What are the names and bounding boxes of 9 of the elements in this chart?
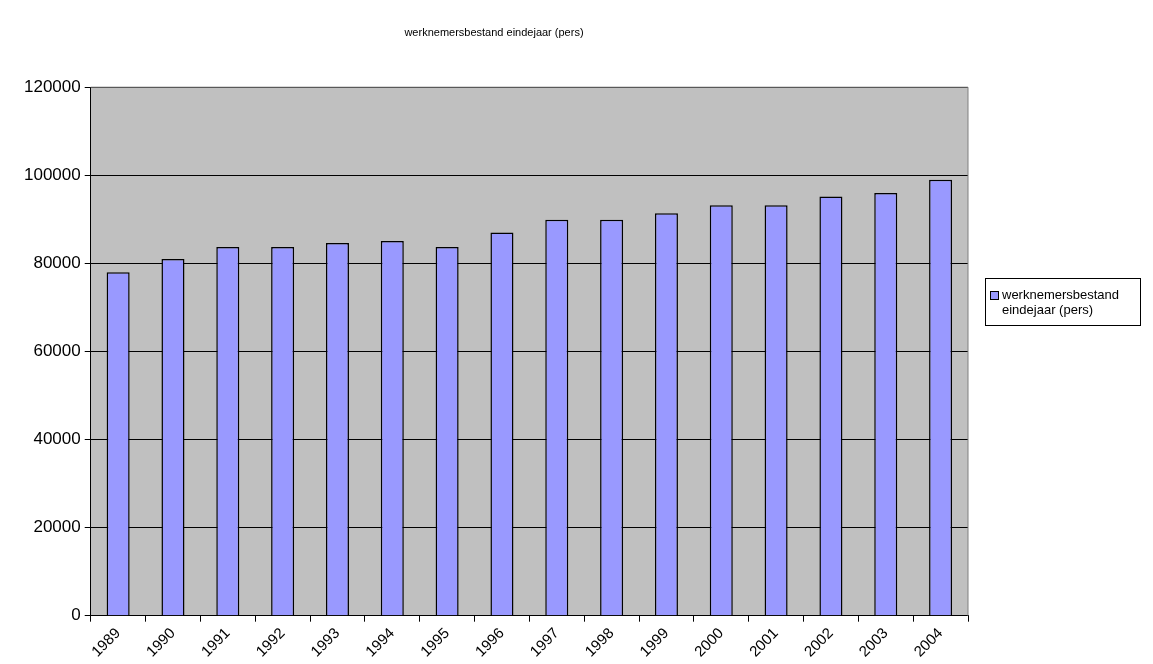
y-tick-label: 80000	[33, 253, 81, 273]
y-tick-label: 120000	[23, 76, 81, 96]
y-tick-label: 40000	[33, 429, 81, 449]
chart-title: werknemersbestand eindejaar (pers)	[403, 25, 584, 38]
y-tick-label: 100000	[23, 164, 81, 184]
legend-label: werknemersbestand eindejaar (pers)	[1002, 287, 1121, 317]
y-tick-label: 60000	[33, 341, 81, 361]
y-tick-label: 20000	[33, 517, 81, 537]
y-tick-label: 0	[71, 605, 81, 625]
